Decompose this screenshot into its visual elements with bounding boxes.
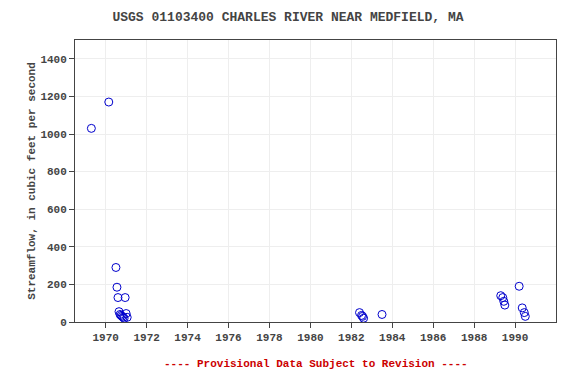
svg-text:1970: 1970: [92, 332, 118, 344]
svg-text:1990: 1990: [502, 332, 528, 344]
svg-text:200: 200: [47, 279, 67, 291]
svg-text:1982: 1982: [338, 332, 364, 344]
svg-text:USGS 01103400 CHARLES RIVER NE: USGS 01103400 CHARLES RIVER NEAR MEDFIEL…: [112, 10, 463, 25]
svg-text:1200: 1200: [40, 91, 66, 103]
svg-text:1980: 1980: [297, 332, 323, 344]
svg-text:1974: 1974: [174, 332, 201, 344]
svg-text:1986: 1986: [420, 332, 446, 344]
svg-text:1978: 1978: [256, 332, 283, 344]
svg-text:1400: 1400: [40, 54, 66, 66]
svg-text:1984: 1984: [379, 332, 406, 344]
svg-text:800: 800: [47, 166, 67, 178]
svg-text:1000: 1000: [40, 129, 66, 141]
svg-text:0: 0: [60, 317, 67, 329]
svg-text:1976: 1976: [215, 332, 241, 344]
svg-text:600: 600: [47, 204, 67, 216]
svg-text:Streamflow, in cubic feet per: Streamflow, in cubic feet per second: [26, 62, 38, 300]
svg-text:---- Provisional Data Subject: ---- Provisional Data Subject to Revisio…: [164, 358, 468, 370]
svg-text:1988: 1988: [461, 332, 488, 344]
svg-text:1972: 1972: [133, 332, 159, 344]
svg-text:400: 400: [47, 242, 67, 254]
